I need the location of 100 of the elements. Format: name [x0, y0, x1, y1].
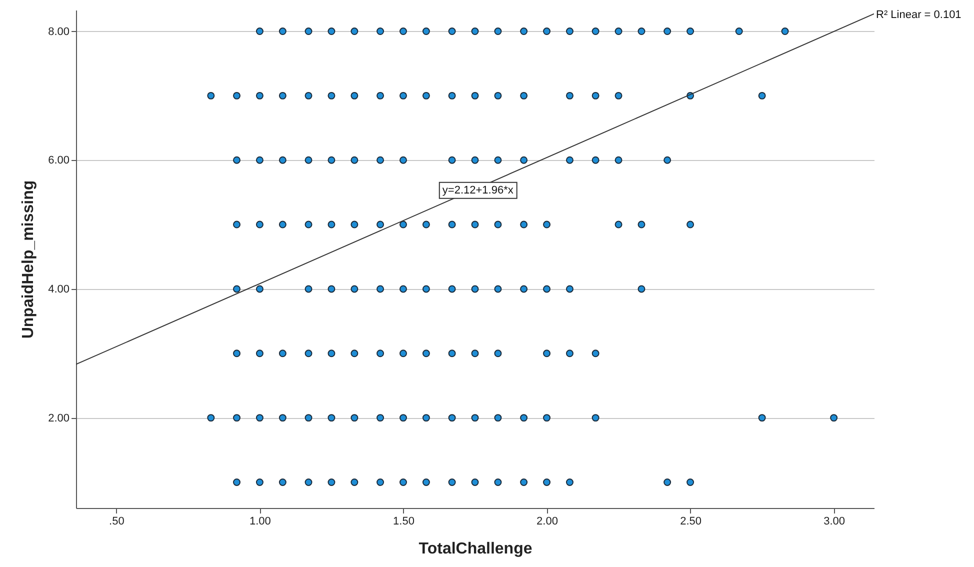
point: [566, 285, 574, 293]
point: [781, 28, 789, 35]
point: [376, 350, 384, 358]
point: [207, 414, 215, 422]
point: [543, 350, 551, 358]
point: [256, 285, 264, 293]
point: [304, 156, 312, 164]
point: [278, 156, 286, 164]
point: [686, 28, 694, 35]
x-tick-label: 2.50: [680, 516, 702, 528]
point: [614, 220, 622, 228]
x-tick-label: 1.50: [393, 516, 414, 528]
point: [664, 478, 672, 486]
point: [399, 28, 407, 35]
point: [399, 414, 407, 422]
x-tick-label: 2.00: [536, 516, 558, 528]
point: [520, 285, 528, 293]
point: [448, 92, 456, 100]
point: [614, 156, 622, 164]
point: [471, 350, 479, 358]
point: [376, 414, 384, 422]
point: [566, 350, 574, 358]
point: [494, 220, 502, 228]
x-tick-label: 1.00: [250, 516, 271, 528]
point: [304, 350, 312, 358]
point: [494, 28, 502, 35]
point: [758, 92, 766, 100]
point: [471, 28, 479, 35]
x-tick-label: 3.00: [824, 516, 846, 528]
y-tick-label: 8.00: [48, 26, 70, 38]
point: [448, 350, 456, 358]
point: [328, 285, 336, 293]
point: [592, 156, 600, 164]
point: [350, 92, 358, 100]
point: [278, 28, 286, 35]
point: [664, 28, 672, 35]
point: [520, 220, 528, 228]
point: [471, 414, 479, 422]
point: [638, 28, 646, 35]
point: [233, 478, 240, 486]
point: [448, 220, 456, 228]
point: [543, 478, 551, 486]
point: [448, 414, 456, 422]
point: [376, 478, 384, 486]
point: [376, 220, 384, 228]
point: [328, 92, 336, 100]
point: [399, 156, 407, 164]
annotation: y=2.12+1.96*x: [442, 184, 514, 196]
point: [494, 350, 502, 358]
point: [304, 220, 312, 228]
point: [448, 156, 456, 164]
point: [614, 92, 622, 100]
point: [256, 350, 264, 358]
point: [638, 220, 646, 228]
point: [328, 156, 336, 164]
point: [350, 414, 358, 422]
point: [686, 220, 694, 228]
point: [233, 156, 240, 164]
y-tick-label: 4.00: [48, 283, 70, 296]
point: [350, 350, 358, 358]
point: [256, 414, 264, 422]
point: [350, 285, 358, 293]
x-axis-title: TotalChallenge: [418, 540, 532, 558]
point: [830, 414, 838, 422]
point: [471, 156, 479, 164]
point: [278, 414, 286, 422]
point: [350, 28, 358, 35]
point: [494, 414, 502, 422]
point: [328, 350, 336, 358]
y-tick-label: 6.00: [48, 154, 70, 167]
point: [566, 28, 574, 35]
point: [376, 28, 384, 35]
point: [304, 92, 312, 100]
point: [422, 350, 430, 358]
point: [422, 220, 430, 228]
point: [566, 92, 574, 100]
point: [494, 156, 502, 164]
point: [278, 478, 286, 486]
point: [376, 156, 384, 164]
point: [278, 92, 286, 100]
point: [592, 28, 600, 35]
point: [735, 28, 743, 35]
point: [399, 220, 407, 228]
point: [304, 285, 312, 293]
point: [422, 28, 430, 35]
point: [422, 478, 430, 486]
point: [304, 478, 312, 486]
point: [256, 92, 264, 100]
point: [350, 156, 358, 164]
point: [448, 28, 456, 35]
point: [304, 28, 312, 35]
point: [543, 28, 551, 35]
point: [520, 92, 528, 100]
point: [376, 285, 384, 293]
point: [566, 156, 574, 164]
point: [233, 220, 240, 228]
x-tick-label: .50: [109, 516, 124, 528]
point: [471, 285, 479, 293]
point: [399, 285, 407, 293]
point: [278, 350, 286, 358]
